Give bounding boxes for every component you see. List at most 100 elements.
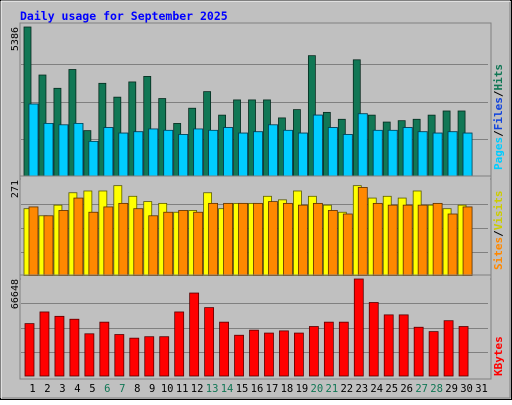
y-max-tick-label: 66648 [10,279,21,309]
legend-separator: / [492,130,505,137]
bar-pages-11 [178,134,189,177]
bar-kbytes-8 [129,337,140,377]
bar-sites-3 [58,210,69,277]
x-tick-label: 8 [134,383,140,395]
x-tick-label: 1 [29,383,35,395]
legend-visits-sites: Sites/Visits [492,191,505,271]
legend-item-sites: Sites [492,237,505,270]
bar-sites-26 [402,204,413,277]
bar-sites-6 [103,206,114,277]
legend-item-pages: Pages [492,137,505,170]
bar-pages-10 [163,129,174,177]
x-tick-label: 18 [281,383,294,395]
panel-kbytes: 66648 [10,274,492,380]
x-tick-label: 16 [251,383,264,395]
x-tick-label: 2 [44,383,50,395]
bar-pages-22 [342,134,353,177]
svg-text:Pages/Files/Hits: Pages/Files/Hits [492,64,505,170]
bar-kbytes-14 [219,321,229,377]
bar-sites-8 [133,208,144,277]
legend-kbytes: KBytes [492,336,505,376]
bar-kbytes-21 [323,321,334,377]
bar-pages-16 [253,131,263,177]
bar-pages-4 [73,123,84,177]
bar-kbytes-30 [458,326,469,377]
bar-sites-14 [223,202,233,277]
panel-hits-files-pages: 5386 [10,22,492,180]
bar-sites-19 [298,204,308,277]
x-tick-label: 23 [355,383,368,395]
bar-pages-28 [432,132,443,177]
bar-pages-5 [88,141,99,177]
bar-kbytes-17 [264,332,274,377]
bar-sites-24 [372,202,383,277]
bar-sites-15 [238,202,248,277]
bar-sites-22 [342,213,353,277]
bar-pages-20 [312,114,323,177]
bar-sites-13 [208,202,219,277]
bar-sites-20 [312,202,323,277]
x-tick-label: 29 [445,383,458,395]
x-tick-label: 9 [149,383,155,395]
x-tick-label: 30 [460,383,473,395]
bar-sites-30 [462,206,473,277]
bar-sites-25 [387,204,398,277]
x-tick-label: 22 [340,383,353,395]
bar-pages-12 [193,128,204,177]
panels: 5386 271 66648 [10,22,492,380]
bar-pages-24 [372,129,383,177]
svg-text:KBytes: KBytes [492,336,505,376]
bar-sites-23 [357,187,368,277]
bar-kbytes-11 [174,311,185,377]
bar-sites-18 [283,202,293,277]
legend-item-visits: Visits [492,191,505,231]
legend-hits-files-pages: Pages/Files/Hits [492,64,505,170]
bar-pages-18 [283,129,293,177]
bar-kbytes-20 [308,326,319,377]
bar-kbytes-27 [413,326,424,377]
y-max-tick-label: 271 [10,180,21,198]
bar-pages-8 [133,131,144,177]
x-tick-label: 3 [59,383,65,395]
bar-pages-6 [103,127,114,177]
bar-pages-25 [387,129,398,177]
legend-item-kbytes: KBytes [492,336,505,376]
bar-pages-23 [357,113,368,177]
x-tick-label: 26 [400,383,413,395]
bar-sites-12 [193,211,204,277]
bar-kbytes-26 [398,314,409,377]
bar-pages-9 [148,128,159,177]
bar-kbytes-18 [279,330,289,377]
bar-pages-7 [118,132,129,177]
bar-sites-21 [327,210,338,277]
bar-sites-11 [178,210,189,277]
x-tick-label: 6 [104,383,110,395]
bar-kbytes-19 [294,332,304,377]
x-tick-label: 4 [74,383,80,395]
bar-kbytes-10 [159,336,170,377]
bar-kbytes-16 [249,329,259,377]
bar-kbytes-29 [443,320,454,377]
bar-sites-27 [417,204,428,277]
bar-kbytes-22 [338,321,349,377]
bar-kbytes-12 [189,292,200,377]
x-tick-label: 27 [415,383,428,395]
x-tick-label: 24 [370,383,383,395]
bar-kbytes-7 [114,334,125,377]
x-tick-label: 12 [191,383,204,395]
legend-separator: / [492,90,505,97]
bar-pages-17 [268,124,278,177]
panel-visits-sites: 271 [10,175,492,280]
bar-pages-3 [58,124,69,177]
bar-sites-2 [43,215,54,277]
x-tick-label: 25 [385,383,398,395]
legend-item-hits: Hits [492,64,505,91]
bar-sites-28 [432,202,443,277]
bar-sites-16 [253,202,263,277]
bar-kbytes-28 [428,331,439,377]
legend-item-files: Files [492,97,505,130]
bar-pages-15 [238,132,248,177]
bar-sites-7 [118,202,129,277]
bar-kbytes-3 [54,315,65,377]
